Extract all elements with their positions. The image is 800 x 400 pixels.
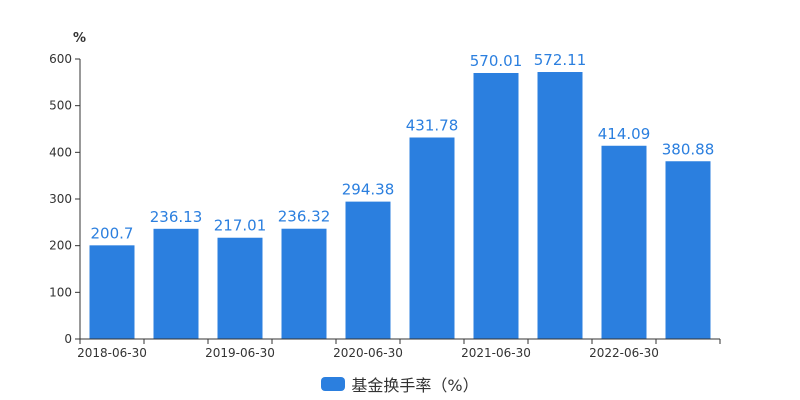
y-tick-label: 200 [49,239,72,253]
bar[interactable] [473,72,519,339]
bar[interactable] [217,237,263,339]
y-axis-unit: % [73,31,86,46]
bar[interactable] [153,228,199,339]
bar[interactable] [345,201,391,339]
bar-value-label: 414.09 [598,125,651,143]
legend-label: 基金换手率（%） [351,376,479,395]
bar-value-labels: 200.7 236.13 217.01 236.32 294.38 431.78 570.0… [91,51,715,242]
bar[interactable] [281,228,327,339]
y-axis: 0 100 200 300 400 500 600 [49,52,81,346]
legend-swatch [321,377,346,391]
bar-value-label: 570.01 [470,52,523,70]
x-axis: 2018-06-30 2019-06-30 2020-06-30 2021-06-30… [77,338,721,360]
x-tick-label: 2020-06-30 [333,346,403,360]
bar-value-label: 431.78 [406,117,459,135]
y-tick-label: 500 [49,99,72,113]
x-tick-label: 2018-06-30 [77,346,147,360]
bar-value-label: 236.13 [150,208,203,226]
bar[interactable] [409,137,455,339]
bar[interactable] [601,145,647,339]
bar-value-label: 236.32 [278,208,331,226]
legend[interactable]: 基金换手率（%） [0,372,800,396]
y-tick-label: 600 [49,52,72,66]
bar-series [89,72,711,340]
bar[interactable] [89,245,135,339]
bar-value-label: 217.01 [214,217,267,235]
y-tick-label: 100 [49,285,72,299]
bar[interactable] [665,161,711,339]
bar-value-label: 380.88 [662,140,715,158]
bar-value-label: 572.11 [534,51,587,69]
y-tick-label: 0 [64,332,72,346]
x-tick-label: 2019-06-30 [205,346,275,360]
bar-value-label: 200.7 [91,224,134,242]
bar[interactable] [537,72,583,340]
x-tick-label: 2022-06-30 [589,346,659,360]
bar-value-label: 294.38 [342,181,395,199]
x-tick-label: 2021-06-30 [461,346,531,360]
y-tick-label: 300 [49,192,72,206]
y-tick-label: 400 [49,145,72,159]
